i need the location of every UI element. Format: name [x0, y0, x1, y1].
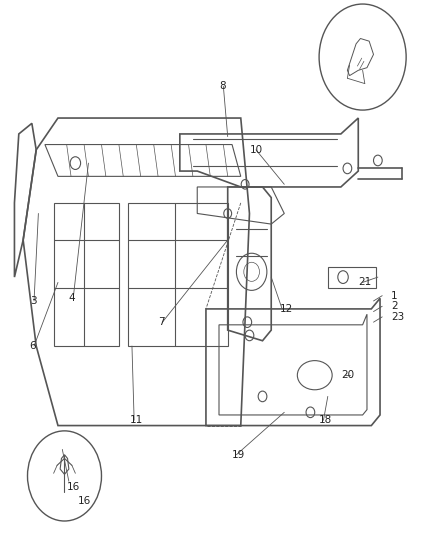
- Text: 16: 16: [67, 481, 80, 491]
- Text: 2: 2: [391, 301, 398, 311]
- Text: 10: 10: [250, 145, 263, 155]
- Text: 21: 21: [358, 277, 371, 287]
- Text: 12: 12: [280, 304, 293, 314]
- Circle shape: [319, 4, 406, 110]
- Circle shape: [28, 431, 102, 521]
- Text: 16: 16: [78, 496, 91, 506]
- Text: 1: 1: [391, 290, 398, 301]
- Text: 6: 6: [30, 341, 36, 351]
- Text: 20: 20: [341, 370, 354, 380]
- Text: 11: 11: [130, 415, 143, 425]
- Text: 18: 18: [319, 415, 332, 425]
- Text: 8: 8: [219, 81, 226, 91]
- Text: 23: 23: [391, 312, 404, 322]
- Text: 4: 4: [69, 293, 75, 303]
- Text: 7: 7: [158, 317, 165, 327]
- Text: 19: 19: [232, 450, 245, 460]
- Text: 3: 3: [30, 296, 36, 306]
